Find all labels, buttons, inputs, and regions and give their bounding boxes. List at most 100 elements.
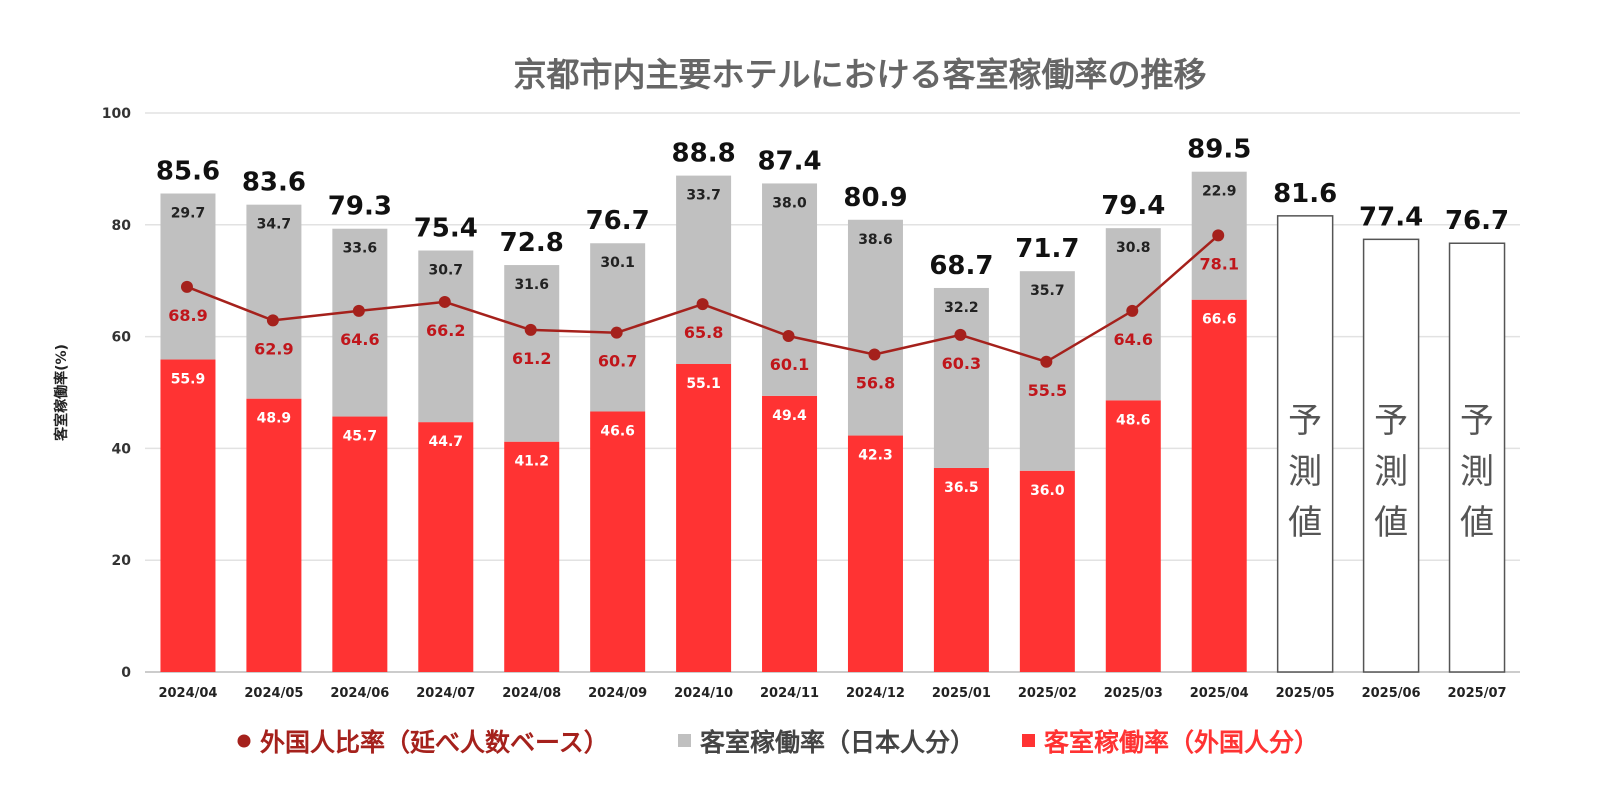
japanese-value-label: 35.7 (1030, 283, 1065, 299)
ratio-point (266, 314, 279, 327)
bar-foreign (504, 441, 560, 672)
forecast-label-char: 値 (1288, 503, 1322, 543)
x-tick-label: 2025/03 (1104, 686, 1163, 701)
x-tick-label: 2025/07 (1448, 686, 1507, 701)
bar-japanese (418, 250, 474, 423)
total-value-label: 87.4 (757, 146, 821, 176)
legend-dot-icon (237, 734, 251, 748)
ratio-point (868, 348, 881, 361)
bar-foreign (418, 422, 474, 672)
foreign-value-label: 55.9 (171, 372, 206, 388)
bar-foreign (1019, 470, 1075, 672)
bar-foreign (1191, 299, 1247, 672)
bar-foreign (332, 416, 388, 672)
total-value-label: 76.7 (586, 206, 650, 236)
ratio-value-label: 60.1 (770, 355, 809, 374)
bar-foreign (847, 435, 903, 672)
forecast-label-char: 測 (1374, 452, 1408, 492)
ratio-value-label: 61.2 (512, 349, 551, 368)
ratio-point (610, 326, 623, 339)
total-value-label: 89.5 (1187, 135, 1251, 165)
total-value-label: 79.3 (328, 192, 392, 222)
bar-japanese (160, 193, 216, 360)
bar-japanese (332, 228, 388, 417)
ratio-value-label: 60.3 (942, 354, 981, 373)
x-tick-label: 2025/02 (1018, 686, 1077, 701)
japanese-value-label: 34.7 (257, 217, 292, 233)
ratio-point (438, 295, 451, 308)
y-tick-label: 80 (112, 218, 132, 234)
forecast-label-char: 測 (1460, 452, 1494, 492)
foreign-value-label: 36.0 (1030, 483, 1065, 499)
x-tick-label: 2025/04 (1190, 686, 1249, 701)
forecast-label-char: 値 (1460, 503, 1494, 543)
japanese-value-label: 38.0 (772, 195, 807, 211)
x-tick-label: 2025/06 (1362, 686, 1421, 701)
ratio-value-label: 64.6 (1114, 330, 1153, 349)
legend-square-icon (1022, 734, 1035, 747)
x-tick-label: 2024/05 (244, 686, 303, 701)
foreign-value-label: 42.3 (858, 448, 893, 464)
ratio-point (782, 330, 795, 343)
legend-label: 外国人比率（延べ人数ベース） (260, 728, 609, 757)
x-tick-label: 2025/01 (932, 686, 991, 701)
total-value-label: 75.4 (414, 214, 478, 244)
forecast-label-char: 値 (1374, 503, 1408, 543)
y-tick-label: 60 (112, 330, 132, 346)
foreign-value-label: 48.9 (257, 411, 292, 427)
x-tick-label: 2024/12 (846, 686, 905, 701)
ratio-value-label: 66.2 (426, 321, 465, 340)
total-value-label: 88.8 (672, 139, 736, 169)
foreign-value-label: 48.6 (1116, 412, 1151, 428)
ratio-point (1126, 304, 1139, 317)
bar-foreign (676, 363, 732, 672)
x-tick-label: 2024/09 (588, 686, 647, 701)
x-tick-label: 2024/07 (416, 686, 475, 701)
japanese-value-label: 30.8 (1116, 240, 1151, 256)
ratio-point (696, 298, 709, 311)
ratio-value-label: 68.9 (168, 306, 207, 325)
forecast-label-char: 予 (1460, 401, 1494, 441)
legend-label: 客室稼働率（外国人分） (1044, 728, 1319, 757)
legend-label: 客室稼働率（日本人分） (700, 728, 975, 757)
ratio-value-label: 64.6 (340, 330, 379, 349)
y-axis-label: 客室稼働率(%) (53, 344, 70, 442)
japanese-value-label: 30.7 (429, 263, 464, 279)
bar-japanese (933, 287, 989, 468)
ratio-point (1040, 355, 1053, 368)
ratio-value-label: 60.7 (598, 352, 637, 371)
japanese-value-label: 30.1 (600, 255, 635, 271)
foreign-value-label: 55.1 (686, 376, 721, 392)
ratio-point (954, 328, 967, 341)
bar-foreign (160, 359, 216, 672)
forecast-label-char: 予 (1374, 401, 1408, 441)
bar-japanese (1019, 271, 1075, 471)
x-tick-label: 2024/04 (158, 686, 217, 701)
y-tick-label: 0 (121, 665, 131, 681)
ratio-value-label: 65.8 (684, 323, 723, 342)
y-tick-label: 40 (112, 441, 132, 457)
japanese-value-label: 33.6 (343, 241, 378, 257)
total-value-label: 83.6 (242, 168, 306, 198)
bar-forecast (1276, 215, 1334, 673)
ratio-value-label: 78.1 (1199, 254, 1238, 273)
y-tick-label: 20 (112, 553, 132, 569)
bar-foreign (762, 395, 818, 672)
bar-forecast (1362, 238, 1420, 673)
total-value-label: 71.7 (1015, 234, 1079, 264)
total-value-label: 80.9 (843, 183, 907, 213)
ratio-point (180, 280, 193, 293)
bar-japanese (504, 265, 560, 442)
bar-foreign (1105, 400, 1161, 672)
japanese-value-label: 33.7 (686, 188, 721, 204)
ratio-point (352, 304, 365, 317)
forecast-value-label: 76.7 (1445, 206, 1509, 236)
x-tick-label: 2024/11 (760, 686, 819, 701)
foreign-value-label: 46.6 (600, 424, 635, 440)
ratio-point (524, 323, 537, 336)
x-tick-label: 2025/05 (1276, 686, 1335, 701)
x-tick-label: 2024/06 (330, 686, 389, 701)
total-value-label: 72.8 (500, 228, 564, 258)
x-tick-label: 2024/08 (502, 686, 561, 701)
